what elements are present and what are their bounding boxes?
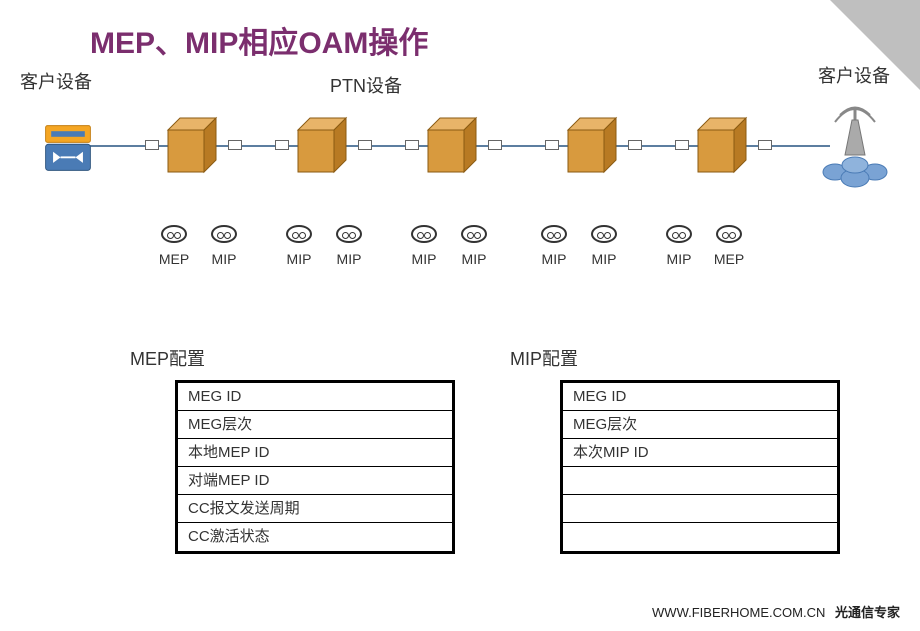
oam-point: MIP (655, 225, 703, 267)
port-icon (758, 140, 772, 150)
oam-label: MIP (580, 251, 628, 267)
oam-points-row: MEP MIP MIP MIP MIP MIP MIP MIP MIP MEP (0, 225, 920, 295)
mip-row (563, 495, 837, 523)
oam-label: MIP (200, 251, 248, 267)
mep-row: CC报文发送周期 (178, 495, 452, 523)
mip-config-table: MEG IDMEG层次本次MIP ID (560, 380, 840, 554)
port-icon (145, 140, 159, 150)
mip-row (563, 467, 837, 495)
oam-label: MIP (655, 251, 703, 267)
port-icon (275, 140, 289, 150)
oam-label: MEP (150, 251, 198, 267)
mep-row: CC激活状态 (178, 523, 452, 551)
oam-label: MIP (325, 251, 373, 267)
oam-symbol-icon (591, 225, 617, 243)
mip-row (563, 523, 837, 551)
oam-point: MIP (530, 225, 578, 267)
oam-label: MEP (705, 251, 753, 267)
oam-label: MIP (530, 251, 578, 267)
oam-point: MIP (450, 225, 498, 267)
port-icon (628, 140, 642, 150)
mep-config-table: MEG IDMEG层次本地MEP ID对端MEP IDCC报文发送周期CC激活状… (175, 380, 455, 554)
oam-label: MIP (400, 251, 448, 267)
oam-symbol-icon (211, 225, 237, 243)
switch-icon (40, 120, 96, 176)
mip-config-title: MIP配置 (510, 345, 578, 371)
ptn-node-icon (690, 112, 754, 176)
port-icon (358, 140, 372, 150)
slide-title: MEP、MIP相应OAM操作 (90, 18, 428, 62)
oam-symbol-icon (716, 225, 742, 243)
mip-row: MEG层次 (563, 411, 837, 439)
port-icon (405, 140, 419, 150)
mep-row: MEG层次 (178, 411, 452, 439)
ptn-node-icon (420, 112, 484, 176)
oam-point: MIP (275, 225, 323, 267)
oam-label: MIP (450, 251, 498, 267)
oam-symbol-icon (161, 225, 187, 243)
oam-symbol-icon (411, 225, 437, 243)
network-row (30, 100, 890, 190)
oam-symbol-icon (666, 225, 692, 243)
label-customer-left: 客户设备 (20, 68, 92, 94)
port-icon (545, 140, 559, 150)
mep-config-title: MEP配置 (130, 345, 205, 371)
footer: WWW.FIBERHOME.COM.CN 光通信专家 (652, 602, 900, 621)
mep-row: MEG ID (178, 383, 452, 411)
port-icon (488, 140, 502, 150)
label-customer-right: 客户设备 (818, 62, 890, 88)
footer-url: WWW.FIBERHOME.COM.CN (652, 605, 825, 620)
oam-symbol-icon (461, 225, 487, 243)
ptn-node-icon (160, 112, 224, 176)
oam-symbol-icon (336, 225, 362, 243)
oam-label: MIP (275, 251, 323, 267)
port-icon (675, 140, 689, 150)
footer-brand: 光通信专家 (835, 605, 900, 620)
port-icon (228, 140, 242, 150)
mip-row: MEG ID (563, 383, 837, 411)
oam-symbol-icon (286, 225, 312, 243)
label-ptn: PTN设备 (330, 72, 402, 98)
oam-point: MIP (325, 225, 373, 267)
oam-point: MEP (705, 225, 753, 267)
oam-point: MIP (400, 225, 448, 267)
oam-point: MIP (580, 225, 628, 267)
oam-symbol-icon (541, 225, 567, 243)
mip-row: 本次MIP ID (563, 439, 837, 467)
ptn-node-icon (560, 112, 624, 176)
oam-point: MEP (150, 225, 198, 267)
antenna-icon (820, 100, 890, 190)
mep-row: 本地MEP ID (178, 439, 452, 467)
oam-point: MIP (200, 225, 248, 267)
ptn-node-icon (290, 112, 354, 176)
mep-row: 对端MEP ID (178, 467, 452, 495)
